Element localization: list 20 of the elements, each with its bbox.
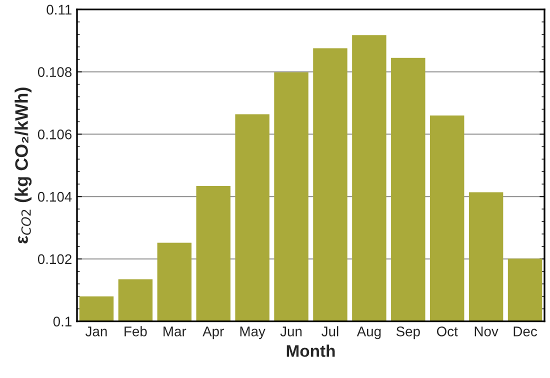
x-tick-label: Feb (124, 326, 147, 336)
x-tick-label: Mar (164, 326, 186, 336)
y-tick-label: 0.11 (46, 4, 72, 15)
y-tick-label: 0.104 (38, 192, 72, 202)
x-tick-label: Jun (280, 326, 302, 336)
x-tick-label: May (240, 326, 266, 340)
y-axis-title: ε$_{CO2}$ (kg CO₂/kWh) (14, 88, 32, 244)
y-tick-label: 0.108 (38, 67, 72, 77)
x-tick-label: Dec (514, 326, 538, 336)
y-tick-label: 0.102 (38, 254, 72, 264)
x-tick-label: Jul (322, 326, 338, 336)
x-tick-label: Apr (202, 326, 224, 340)
y-tick-label: 0.106 (38, 130, 72, 140)
x-tick-label: Nov (474, 326, 498, 336)
x-tick-label: Sep (396, 326, 420, 340)
x-tick-label: Jan (86, 326, 107, 336)
x-tick-label: Oct (436, 326, 458, 336)
y-tick-label: 0.1 (53, 316, 72, 326)
x-tick-label: Aug (356, 326, 381, 340)
x-axis-title: Month (286, 344, 335, 357)
